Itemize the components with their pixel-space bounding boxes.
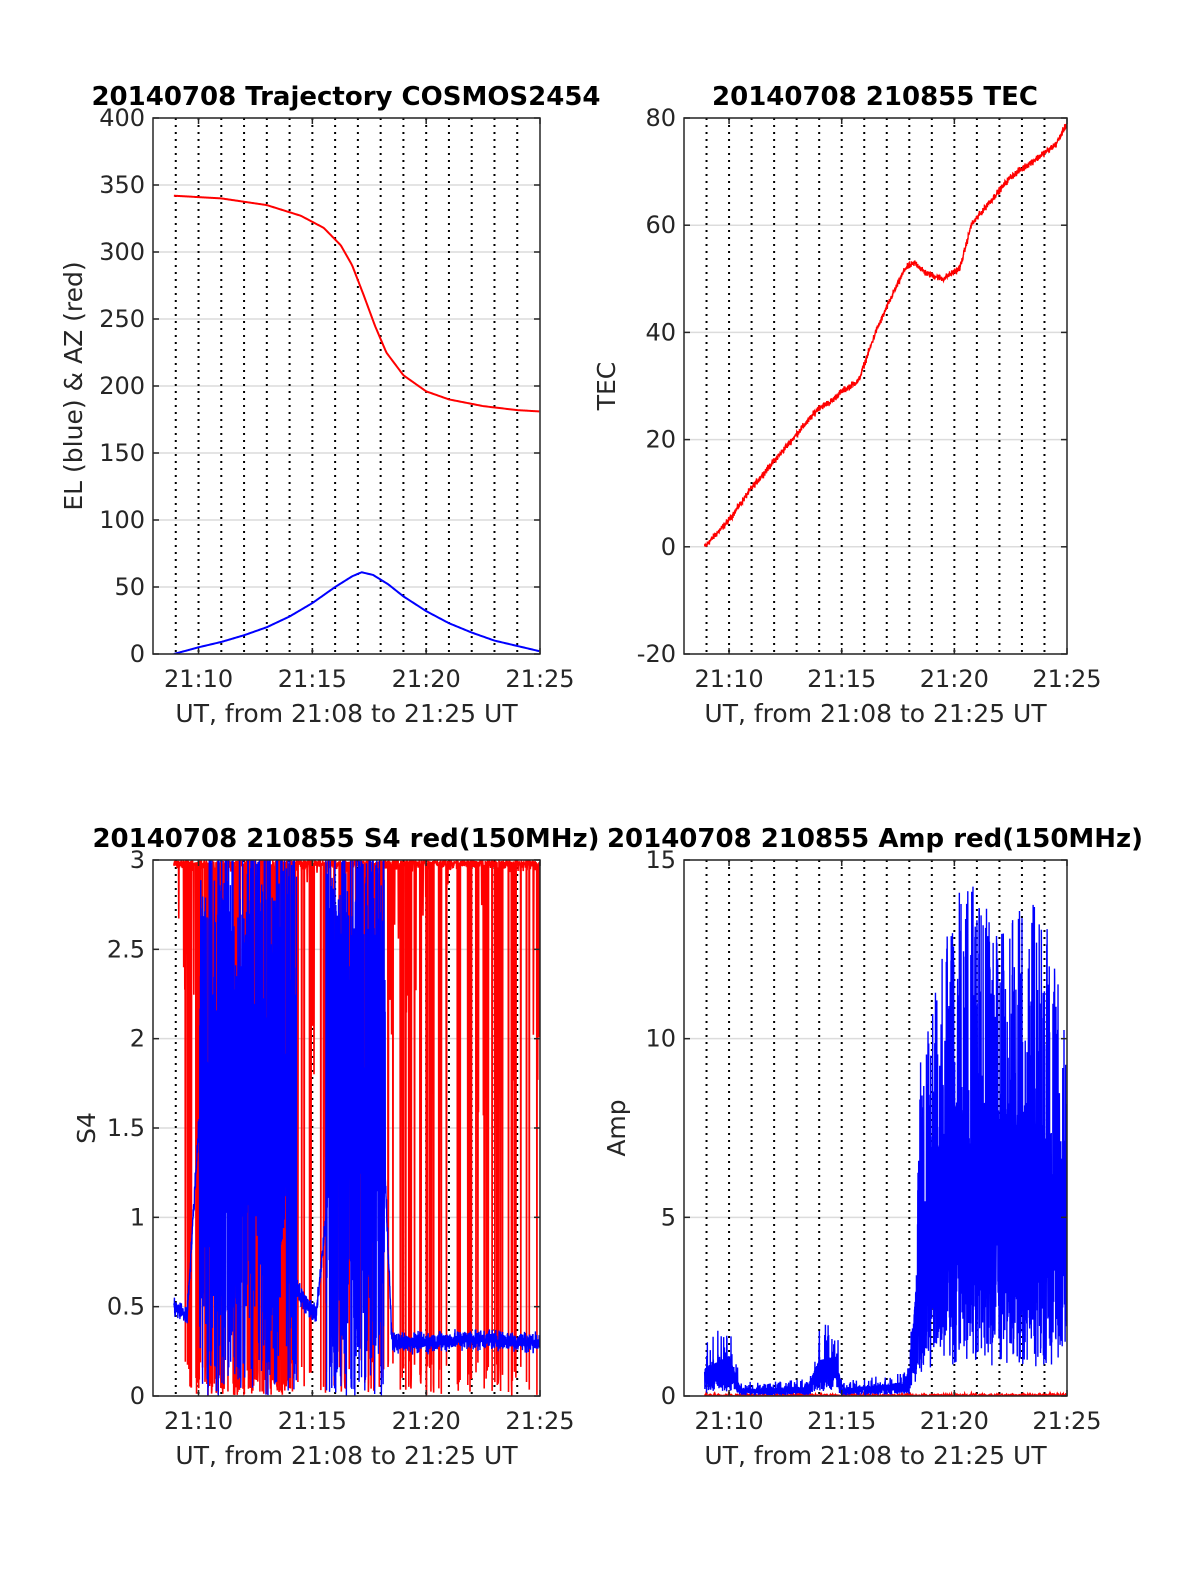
y-tick-label: 15 <box>645 846 676 874</box>
x-tick-label: 21:20 <box>392 665 461 693</box>
plot-content <box>173 860 540 1396</box>
y-tick-label: 100 <box>99 506 145 534</box>
y-tick-label: 3 <box>130 846 145 874</box>
y-tick-label: 0 <box>130 640 145 668</box>
x-tick-label: 21:25 <box>505 665 574 693</box>
chart-panel-2: -20 0 20 40 60 80 21:10 21:15 21:20 21:25 20140708… <box>592 82 1102 728</box>
chart-panel-3: 0 0.5 1 1.5 2 2.5 3 21:10 21:15 21:20 21:25 2014070… <box>72 824 600 1470</box>
x-tick-label: 21:15 <box>807 1407 876 1435</box>
series-red <box>703 123 1067 548</box>
y-tick-label: 2 <box>130 1025 145 1053</box>
x-axis-label: UT, from 21:08 to 21:25 UT <box>175 699 518 728</box>
y-tick-label: -20 <box>637 640 676 668</box>
x-tick-label: 21:20 <box>392 1407 461 1435</box>
x-tick-label: 21:20 <box>920 1407 989 1435</box>
y-tick-label: 400 <box>99 104 145 132</box>
x-tick-label: 21:10 <box>164 1407 233 1435</box>
y-tick-label: 350 <box>99 171 145 199</box>
series-red <box>173 194 540 413</box>
x-tick-label: 21:15 <box>807 665 876 693</box>
y-axis-label: TEC <box>592 362 621 412</box>
x-tick-label: 21:10 <box>694 1407 763 1435</box>
y-tick-label: 1.5 <box>107 1114 145 1142</box>
series-blue <box>703 886 1067 1396</box>
plot-content <box>173 194 540 654</box>
chart-title: 20140708 210855 S4 red(150MHz) <box>92 824 599 854</box>
y-tick-label: 2.5 <box>107 935 145 963</box>
plot-content <box>703 123 1067 548</box>
series-blue <box>173 571 540 654</box>
chart-panel-4: 0 5 10 15 21:10 21:15 21:20 21:25 20140708 21085… <box>602 824 1143 1470</box>
chart-panel-1: 0 50 100 150 200 250 300 350 400 21:10 21:15 21:20 2… <box>59 82 601 728</box>
plot-area <box>684 118 1067 654</box>
x-tick-label: 21:10 <box>694 665 763 693</box>
chart-title: 20140708 Trajectory COSMOS2454 <box>91 82 600 112</box>
axes-box <box>683 117 1068 655</box>
series-red <box>704 1390 1067 1396</box>
y-tick-label: 0 <box>661 1382 676 1410</box>
chart-title: 20140708 210855 TEC <box>712 82 1038 112</box>
y-tick-label: 20 <box>645 426 676 454</box>
x-tick-label: 21:25 <box>505 1407 574 1435</box>
y-tick-label: 200 <box>99 372 145 400</box>
y-tick-label: 250 <box>99 305 145 333</box>
x-axis-label: UT, from 21:08 to 21:25 UT <box>704 1441 1047 1470</box>
y-tick-label: 5 <box>661 1203 676 1231</box>
x-axis-label: UT, from 21:08 to 21:25 UT <box>175 1441 518 1470</box>
y-tick-label: 300 <box>99 238 145 266</box>
chart-title: 20140708 210855 Amp red(150MHz) <box>607 824 1143 854</box>
y-axis-label: S4 <box>72 1112 101 1144</box>
x-tick-label: 21:15 <box>278 1407 347 1435</box>
plot-content <box>703 886 1067 1396</box>
x-tick-label: 21:10 <box>164 665 233 693</box>
axes-box <box>683 859 1068 1397</box>
y-axis-label: EL (blue) & AZ (red) <box>59 261 88 510</box>
y-tick-label: 150 <box>99 439 145 467</box>
y-tick-label: 80 <box>645 104 676 132</box>
series-blue <box>173 860 540 1396</box>
y-tick-label: 60 <box>645 211 676 239</box>
y-tick-label: 10 <box>645 1025 676 1053</box>
y-tick-label: 40 <box>645 318 676 346</box>
x-tick-label: 21:25 <box>1032 1407 1101 1435</box>
y-tick-label: 1 <box>130 1203 145 1231</box>
x-tick-label: 21:20 <box>920 665 989 693</box>
x-tick-label: 21:25 <box>1032 665 1101 693</box>
y-tick-label: 0 <box>130 1382 145 1410</box>
y-tick-label: 0.5 <box>107 1293 145 1321</box>
y-tick-label: 50 <box>114 573 145 601</box>
y-axis-label: Amp <box>602 1099 631 1156</box>
x-axis-label: UT, from 21:08 to 21:25 UT <box>704 699 1047 728</box>
x-tick-label: 21:15 <box>278 665 347 693</box>
y-tick-label: 0 <box>661 533 676 561</box>
